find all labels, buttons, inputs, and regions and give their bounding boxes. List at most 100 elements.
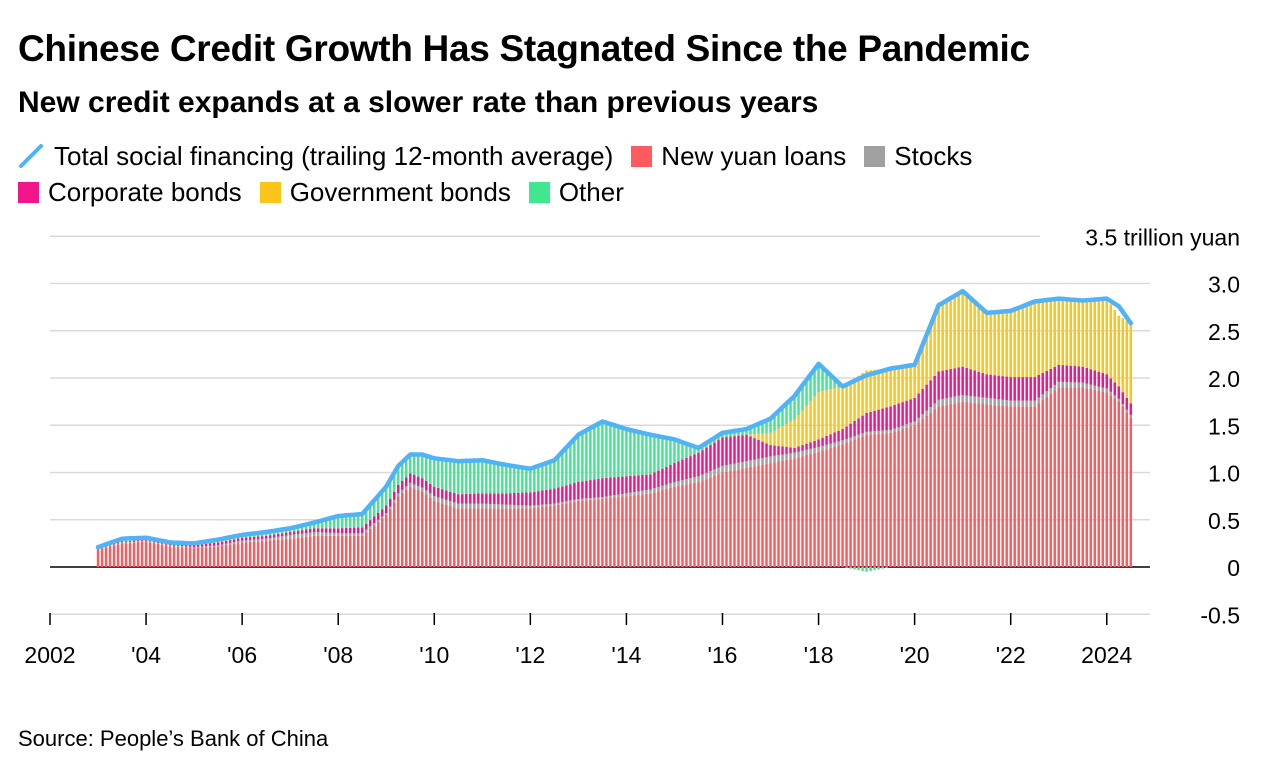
bar-corporate-bonds — [244, 537, 248, 541]
bar-corporate-bonds — [797, 446, 800, 452]
bar-stocks — [685, 479, 688, 485]
bar-stocks — [1061, 381, 1064, 388]
bar-new-yuan-loans — [641, 494, 644, 567]
bar-new-yuan-loans — [985, 404, 988, 567]
bar-new-yuan-loans — [781, 460, 784, 567]
bar-other — [581, 432, 584, 482]
bar-stocks — [789, 453, 792, 460]
bar-corporate-bonds — [164, 543, 168, 545]
bar-corporate-bonds — [889, 406, 892, 430]
bar-corporate-bonds — [937, 371, 940, 400]
bar-new-yuan-loans — [733, 470, 736, 567]
bar-corporate-bonds — [292, 531, 296, 535]
bar-other — [304, 524, 308, 530]
bar-stocks — [164, 544, 168, 546]
total-line — [95, 288, 1134, 550]
bar-stocks — [268, 538, 272, 541]
bar-new-yuan-loans — [669, 487, 672, 567]
bar-stocks — [809, 448, 812, 454]
bar-new-yuan-loans — [933, 409, 936, 567]
bar-government-bonds — [1045, 300, 1048, 371]
bar-corporate-bonds — [160, 542, 164, 544]
bar-new-yuan-loans — [372, 525, 376, 567]
bar-corporate-bonds — [180, 544, 184, 547]
bar-government-bonds — [981, 309, 984, 373]
bar-corporate-bonds — [477, 493, 480, 504]
bar-new-yuan-loans — [437, 502, 440, 567]
bar-new-yuan-loans — [449, 505, 452, 567]
bar-corporate-bonds — [733, 436, 736, 464]
bar-corporate-bonds — [513, 492, 516, 505]
bar-stocks — [853, 436, 856, 440]
bar-stocks — [785, 453, 788, 460]
bar-new-yuan-loans — [549, 506, 552, 567]
bar-corporate-bonds — [461, 494, 464, 504]
bar-stocks — [208, 545, 212, 547]
bar-other — [833, 378, 836, 389]
bar-new-yuan-loans — [296, 537, 300, 567]
bar-corporate-bonds — [845, 426, 848, 439]
bar-other — [865, 567, 868, 572]
legend-label: Other — [558, 176, 624, 207]
bar-corporate-bonds — [857, 418, 860, 435]
bar-new-yuan-loans — [477, 508, 480, 567]
bar-corporate-bonds — [405, 477, 408, 487]
bar-government-bonds — [961, 291, 964, 367]
bar-other — [525, 468, 528, 493]
bar-stocks — [108, 545, 112, 547]
bar-other — [425, 455, 428, 481]
bar-corporate-bonds — [360, 527, 364, 533]
bar-corporate-bonds — [817, 439, 820, 447]
bar-new-yuan-loans — [116, 544, 120, 567]
bar-stocks — [557, 502, 560, 505]
bar-stocks — [901, 425, 904, 430]
bar-corporate-bonds — [777, 446, 780, 456]
bar-stocks — [601, 497, 604, 499]
bar-stocks — [553, 503, 556, 506]
bar-corporate-bonds — [961, 366, 964, 396]
bar-other — [352, 514, 356, 528]
bar-new-yuan-loans — [737, 469, 740, 567]
bar-other — [381, 491, 384, 510]
bar-other — [409, 454, 412, 474]
bar-new-yuan-loans — [809, 453, 812, 567]
bar-stocks — [356, 532, 360, 536]
bar-corporate-bonds — [533, 491, 536, 506]
bar-stocks — [421, 487, 424, 492]
bar-stocks — [1013, 400, 1016, 407]
bar-new-yuan-loans — [268, 540, 272, 567]
bar-new-yuan-loans — [132, 542, 136, 567]
bar-other — [312, 522, 316, 529]
bar-corporate-bonds — [829, 434, 832, 444]
bar-stocks — [537, 504, 540, 508]
bar-corporate-bonds — [324, 528, 328, 533]
bar-other — [625, 429, 628, 477]
bar-stocks — [352, 532, 356, 536]
bar-stocks — [220, 544, 224, 546]
bar-stocks — [653, 488, 656, 493]
bar-other — [553, 460, 556, 489]
bar-stocks — [985, 397, 988, 405]
bar-new-yuan-loans — [797, 457, 800, 567]
bar-stocks — [617, 494, 620, 498]
bar-new-yuan-loans — [312, 535, 316, 567]
bar-government-bonds — [945, 300, 948, 370]
bar-new-yuan-loans — [681, 485, 684, 567]
bar-corporate-bonds — [276, 533, 280, 537]
bar-corporate-bonds — [1073, 366, 1076, 383]
bar-corporate-bonds — [949, 369, 952, 398]
bar-new-yuan-loans — [1077, 387, 1080, 567]
bar-government-bonds — [909, 365, 912, 400]
bar-corporate-bonds — [224, 540, 228, 544]
bar-other — [749, 427, 752, 435]
bar-stocks — [393, 499, 396, 503]
bar-new-yuan-loans — [461, 508, 464, 567]
bar-government-bonds — [921, 344, 924, 390]
bar-government-bonds — [813, 396, 816, 441]
bar-other — [697, 447, 700, 453]
bar-other — [453, 460, 456, 493]
bar-new-yuan-loans — [136, 542, 140, 567]
bar-government-bonds — [1021, 306, 1024, 378]
bar-corporate-bonds — [769, 445, 772, 457]
bar-new-yuan-loans — [689, 483, 692, 567]
